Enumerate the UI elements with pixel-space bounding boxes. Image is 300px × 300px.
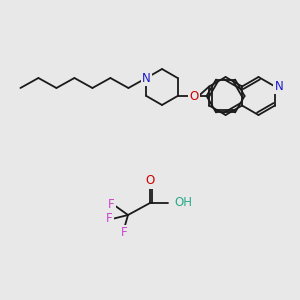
Text: N: N: [274, 80, 283, 93]
Text: O: O: [146, 175, 154, 188]
Text: OH: OH: [174, 196, 192, 209]
Text: F: F: [108, 199, 114, 212]
Text: N: N: [142, 71, 151, 85]
Text: O: O: [189, 89, 198, 103]
Text: F: F: [106, 212, 112, 226]
Text: F: F: [121, 226, 127, 239]
